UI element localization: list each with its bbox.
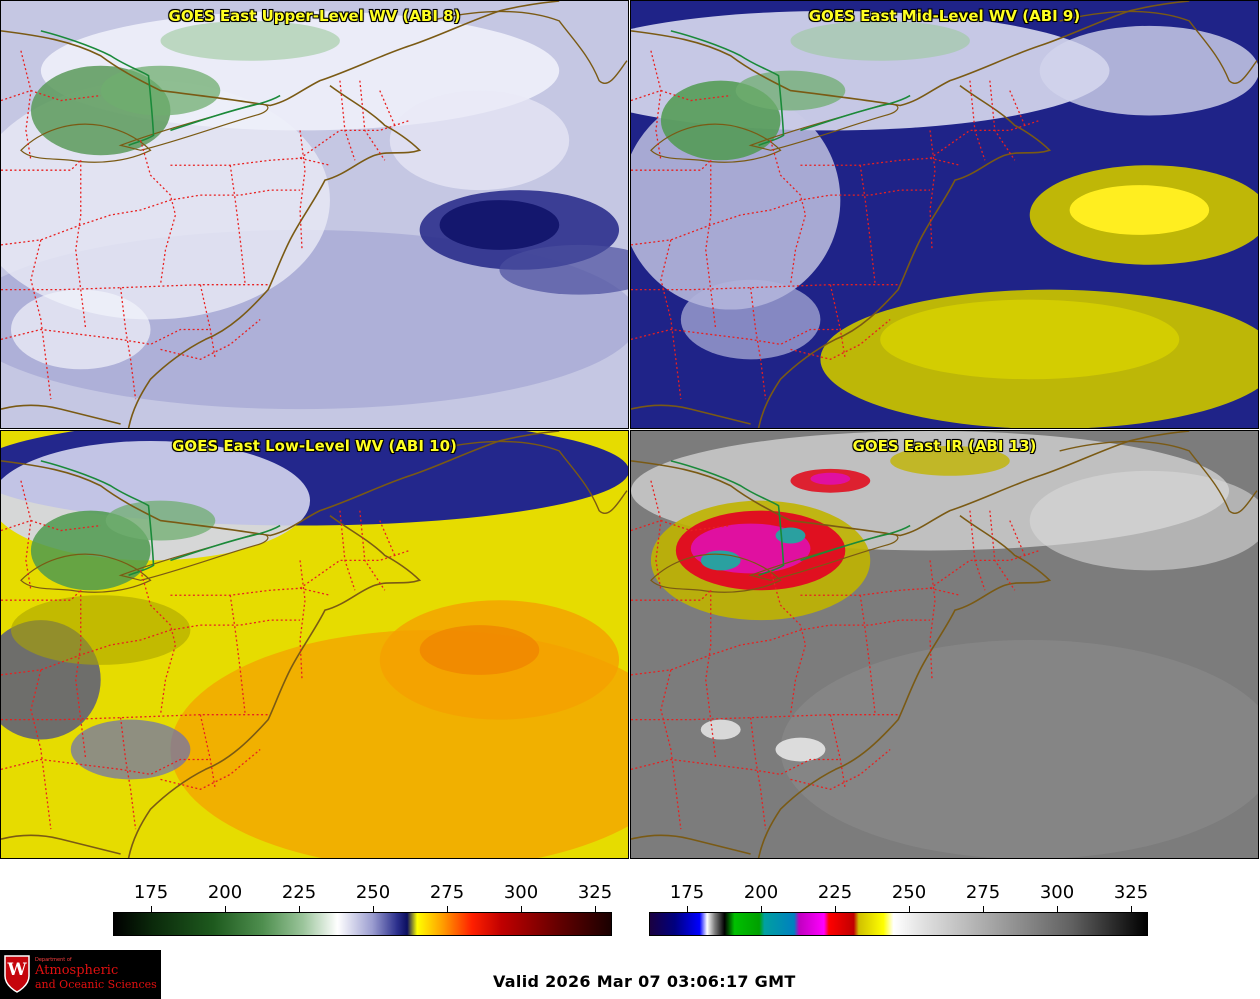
uw-crest-letter: W <box>7 960 27 980</box>
ir-tick-label: 225 <box>817 882 853 903</box>
wv-tick-label: 200 <box>207 882 243 903</box>
upper-level-wv-image <box>1 1 628 428</box>
low-level-wv-image <box>1 431 628 858</box>
panel-title: GOES East Upper-Level WV (ABI 8) <box>168 7 461 25</box>
logo-dept-text: Department of <box>35 957 72 963</box>
ir-colorbar-ticks: 175 200 225 250 275 300 325 <box>649 882 1149 912</box>
uw-crest-icon <box>4 955 30 993</box>
ir-tick-label: 200 <box>743 882 779 903</box>
panel-title: GOES East IR (ABI 13) <box>852 437 1037 455</box>
wv-tick-label: 300 <box>503 882 539 903</box>
aos-logo: W Department of Atmospheric and Oceanic … <box>0 950 161 999</box>
ir-tick-label: 300 <box>1039 882 1075 903</box>
wv-colorbar <box>113 912 612 936</box>
panel-title: GOES East Mid-Level WV (ABI 9) <box>808 7 1081 25</box>
logo-line-2: and Oceanic Sciences <box>35 978 157 991</box>
panel-low-level-wv: GOES East Low-Level WV (ABI 10) <box>0 430 629 859</box>
ir-image <box>631 431 1258 858</box>
panel-mid-level-wv: GOES East Mid-Level WV (ABI 9) <box>630 0 1259 429</box>
panel-upper-level-wv: GOES East Upper-Level WV (ABI 8) <box>0 0 629 429</box>
wv-tick-label: 175 <box>133 882 169 903</box>
panel-ir: GOES East IR (ABI 13) <box>630 430 1259 859</box>
ir-tick-label: 250 <box>891 882 927 903</box>
wv-tick-label: 325 <box>577 882 613 903</box>
wv-tick-label: 225 <box>281 882 317 903</box>
panel-title: GOES East Low-Level WV (ABI 10) <box>172 437 457 455</box>
ir-tick-label: 275 <box>965 882 1001 903</box>
mid-level-wv-image <box>631 1 1258 428</box>
valid-time: Valid 2026 Mar 07 03:06:17 GMT <box>493 972 796 991</box>
logo-line-1: Atmospheric <box>35 963 119 978</box>
ir-tick-label: 175 <box>669 882 705 903</box>
wv-colorbar-ticks: 175 200 225 250 275 300 325 <box>113 882 613 912</box>
wv-tick-label: 250 <box>355 882 391 903</box>
ir-colorbar <box>649 912 1148 936</box>
ir-tick-label: 325 <box>1113 882 1149 903</box>
wv-tick-label: 275 <box>429 882 465 903</box>
